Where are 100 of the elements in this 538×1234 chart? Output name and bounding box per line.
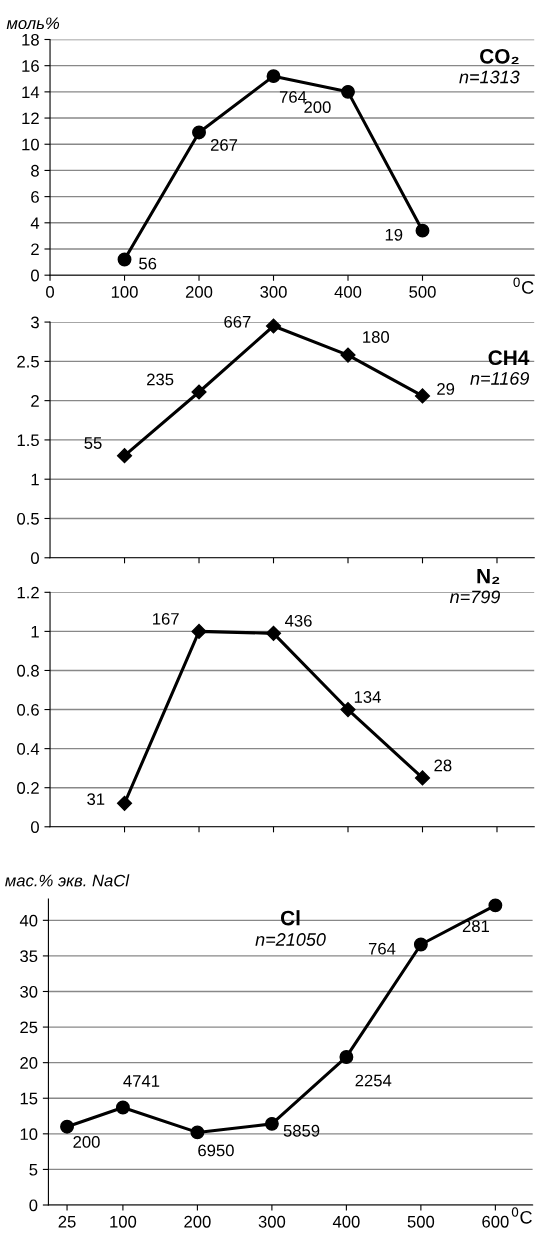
text: 267 [210,139,238,151]
y-tick-label: 2 [31,395,39,407]
y-tick-label: 14 [22,86,40,98]
text: 200 [73,1136,100,1148]
text: 180 [363,331,390,343]
text: 167 [153,612,179,625]
x-tick-label: 0 [46,286,55,298]
chart-title: Cl [280,910,300,926]
y-tick-label: 0.2 [17,782,39,794]
point [115,1100,130,1115]
y-tick-label: 20 [20,1057,38,1069]
text: 436 [285,614,312,627]
chart-title: CO₂ [480,48,519,65]
x-axis-title: $^{0}$C [511,1207,532,1224]
x-tick-label: 600 [482,1215,509,1228]
y-tick-label: 0 [31,821,39,833]
point [191,623,207,639]
y-tick-label: 25 [20,1021,38,1034]
y-tick-label: 0 [31,269,39,282]
point [192,125,206,140]
x-tick-label: 500 [407,1215,435,1228]
y-axis-title: мас.% экв. NaCl [5,874,130,887]
x-tick-label: 100 [110,1215,137,1228]
point [413,937,428,952]
point [340,701,356,718]
text: 235 [147,373,174,386]
text: 56 [139,257,157,270]
y-tick-label: 40 [19,914,38,927]
chart-title: N₂ [477,568,500,584]
x-tick-label: 400 [334,286,362,298]
point [117,252,132,267]
y-tick-label: 8 [31,164,39,177]
point [60,1119,74,1134]
point [190,1125,205,1140]
text: 134 [354,691,381,703]
point [488,898,503,913]
text: 764 [368,942,396,955]
point [415,223,430,238]
text: 2254 [355,1074,392,1087]
y-tick-label: 1.2 [17,586,39,599]
point [116,448,133,464]
y-tick-label: 0.4 [17,743,40,755]
text: 6950 [198,1144,234,1157]
x-tick-label: 200 [184,1215,211,1228]
text: 200 [304,101,331,114]
y-tick-label: 5 [29,1163,38,1176]
x-axis-title: $^{0}$C [513,277,534,294]
y-tick-label: 0 [31,552,39,564]
y-tick-label: 18 [22,33,39,46]
text: n=21050 [255,933,326,946]
x-tick-label: 300 [258,1215,286,1228]
y-tick-label: 0.8 [17,664,39,677]
text: 667 [224,315,251,328]
text: 4741 [123,1075,160,1087]
y-tick-label: 35 [20,950,38,963]
text: 764 [279,91,307,103]
point [191,384,207,400]
y-tick-label: 1 [31,473,39,486]
point [265,625,282,641]
x-tick-label: 25 [58,1215,76,1228]
y-tick-label: 0.5 [17,512,39,525]
y-tick-label: 10 [20,1128,38,1141]
y-tick-label: 30 [20,985,38,998]
text: CH4 [488,350,530,366]
text: n=1169 [470,372,530,385]
y-tick-label: 15 [20,1092,38,1105]
text: 28 [434,759,452,772]
text: 5859 [283,1124,320,1137]
point [340,347,356,363]
y-tick-label: 1 [31,625,39,638]
x-tick-label: 100 [111,286,138,298]
y-tick-label: 3 [30,316,39,329]
y-tick-label: 16 [22,60,39,72]
chart-subtitle: n=799 [449,590,500,604]
y-tick-label: 1.5 [17,434,39,447]
point [116,795,133,811]
point [414,388,431,404]
x-tick-label: 300 [260,286,287,298]
point [265,318,282,334]
point [266,69,281,84]
y-tick-label: 6 [31,191,39,203]
x-tick-label: 200 [185,286,213,298]
text: n=1313 [459,70,520,84]
y-tick-label: 0.6 [17,703,39,716]
point [339,1050,354,1064]
y-tick-label: 2 [31,243,39,256]
point [414,770,431,786]
point [341,84,355,99]
text: 31 [87,793,105,806]
y-tick-label: 2.5 [17,355,39,368]
y-tick-label: 0 [29,1199,38,1212]
x-tick-label: 500 [409,286,436,298]
text: 55 [84,437,102,449]
y-axis-title: моль% [6,17,60,30]
text: 19 [385,228,403,241]
y-tick-label: 10 [22,138,39,151]
y-tick-label: 12 [22,112,39,125]
x-tick-label: 400 [332,1215,360,1228]
y-tick-label: 4 [30,217,40,229]
text: 29 [437,383,455,395]
